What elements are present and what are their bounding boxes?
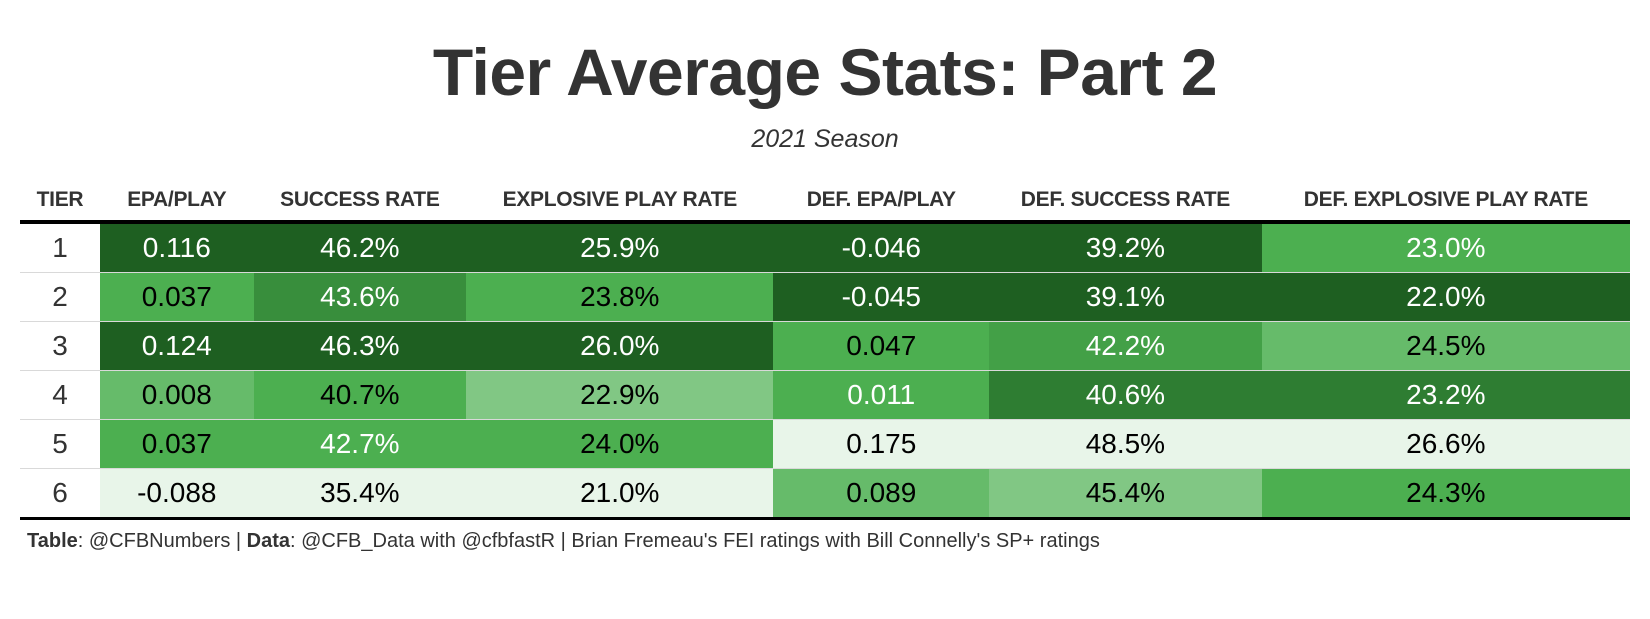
cell-explosive-play-rate: 26.0%	[466, 321, 774, 371]
cell-success-rate: 43.6%	[253, 272, 467, 322]
cell-explosive-play-rate: 24.0%	[466, 419, 774, 469]
cell-def-success-rate: 39.2%	[989, 222, 1262, 273]
cell-def-explosive-play-rate: 23.0%	[1261, 222, 1630, 273]
cell-explosive-play-rate: 22.9%	[466, 370, 774, 420]
cell-success-rate: 46.3%	[253, 321, 467, 371]
cell-tier: 6	[20, 468, 100, 520]
footer-table-label: Table	[27, 530, 78, 552]
cell-success-rate: 35.4%	[253, 468, 467, 520]
cell-def-epa-play: 0.175	[773, 419, 990, 469]
cell-tier: 5	[20, 419, 100, 469]
cell-success-rate: 40.7%	[253, 370, 467, 420]
table-title: Tier Average Stats: Part 2	[432, 35, 1218, 109]
footer-table-credit: : @CFBNumbers |	[77, 530, 247, 552]
cell-def-epa-play: 0.047	[773, 321, 990, 371]
cell-epa-play: -0.088	[99, 468, 254, 520]
cell-def-epa-play: -0.045	[773, 272, 990, 322]
cell-epa-play: 0.037	[99, 272, 254, 322]
cell-tier: 4	[20, 370, 100, 420]
column-header-success-rate: SUCCESS RATE	[253, 180, 467, 224]
cell-def-explosive-play-rate: 22.0%	[1261, 272, 1630, 322]
header-row: TIER EPA/PLAY SUCCESS RATE EXPLOSIVE PLA…	[20, 180, 1630, 224]
cell-epa-play: 0.008	[99, 370, 254, 420]
cell-def-success-rate: 39.1%	[989, 272, 1262, 322]
source-footer: Table: @CFBNumbers | Data: @CFB_Data wit…	[27, 530, 1100, 553]
cell-def-epa-play: 0.011	[773, 370, 990, 420]
cell-tier: 2	[20, 272, 100, 322]
footer-data-label: Data	[246, 530, 290, 552]
cell-def-epa-play: -0.046	[773, 222, 990, 273]
cell-success-rate: 42.7%	[253, 419, 467, 469]
cell-tier: 1	[20, 222, 100, 273]
cell-def-success-rate: 48.5%	[989, 419, 1262, 469]
table-subtitle: 2021 Season	[751, 125, 899, 153]
table-body: 1 0.116 46.2% 25.9% -0.046 39.2% 23.0% 2 0.037 43…	[20, 222, 1630, 520]
cell-def-success-rate: 40.6%	[989, 370, 1262, 420]
cell-explosive-play-rate: 25.9%	[466, 222, 774, 273]
column-header-def-success-rate: DEF. SUCCESS RATE	[989, 180, 1262, 224]
column-header-explosive-play-rate: EXPLOSIVE PLAY RATE	[466, 180, 774, 224]
cell-tier: 3	[20, 321, 100, 371]
table-row: 4 0.008 40.7% 22.9% 0.011 40.6% 23.2%	[20, 370, 1630, 420]
tier-stats-table: TIER EPA/PLAY SUCCESS RATE EXPLOSIVE PLA…	[20, 180, 1630, 520]
cell-epa-play: 0.116	[99, 222, 254, 273]
cell-epa-play: 0.037	[99, 419, 254, 469]
cell-def-epa-play: 0.089	[773, 468, 990, 520]
table-row: 6 -0.088 35.4% 21.0% 0.089 45.4% 24.3%	[20, 468, 1630, 520]
cell-def-explosive-play-rate: 24.5%	[1261, 321, 1630, 371]
table-row: 2 0.037 43.6% 23.8% -0.045 39.1% 22.0%	[20, 272, 1630, 322]
cell-success-rate: 46.2%	[253, 222, 467, 273]
footer-data-credit: : @CFB_Data with @cfbfastR | Brian Freme…	[289, 530, 1100, 552]
table-row: 1 0.116 46.2% 25.9% -0.046 39.2% 23.0%	[20, 222, 1630, 273]
cell-explosive-play-rate: 23.8%	[466, 272, 774, 322]
cell-def-explosive-play-rate: 26.6%	[1261, 419, 1630, 469]
cell-explosive-play-rate: 21.0%	[466, 468, 774, 520]
cell-def-explosive-play-rate: 24.3%	[1261, 468, 1630, 520]
cell-def-success-rate: 42.2%	[989, 321, 1262, 371]
table-row: 3 0.124 46.3% 26.0% 0.047 42.2% 24.5%	[20, 321, 1630, 371]
cell-epa-play: 0.124	[99, 321, 254, 371]
column-header-def-epa-play: DEF. EPA/PLAY	[773, 180, 990, 224]
column-header-tier: TIER	[20, 180, 100, 224]
cell-def-explosive-play-rate: 23.2%	[1261, 370, 1630, 420]
column-header-epa-play: EPA/PLAY	[99, 180, 254, 224]
cell-def-success-rate: 45.4%	[989, 468, 1262, 520]
column-header-def-explosive-play-rate: DEF. EXPLOSIVE PLAY RATE	[1261, 180, 1630, 224]
table-row: 5 0.037 42.7% 24.0% 0.175 48.5% 26.6%	[20, 419, 1630, 469]
